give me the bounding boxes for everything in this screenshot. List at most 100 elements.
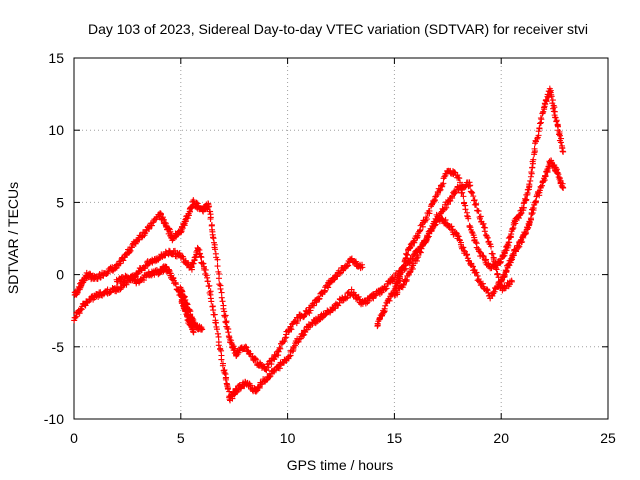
data-point (494, 270, 501, 277)
data-point (529, 164, 536, 171)
data-point (462, 206, 469, 213)
data-point (218, 294, 225, 301)
data-point (352, 259, 359, 266)
data-point (424, 234, 431, 241)
data-point (310, 302, 317, 309)
y-tick-label: 0 (56, 267, 64, 283)
data-point (83, 300, 90, 307)
data-point (456, 175, 463, 182)
y-tick-label: 15 (48, 50, 64, 66)
data-point (148, 222, 155, 229)
data-point (186, 306, 193, 313)
data-point (468, 228, 475, 235)
data-point (536, 125, 543, 132)
data-point (423, 216, 430, 223)
data-point (220, 305, 227, 312)
data-point (491, 258, 498, 265)
data-point (483, 256, 490, 263)
data-point (417, 248, 424, 255)
data-point (214, 256, 221, 263)
data-point (415, 254, 422, 261)
data-point (542, 101, 549, 108)
data-point (508, 278, 515, 285)
data-point (288, 326, 295, 333)
data-point (418, 245, 425, 252)
data-point (542, 173, 549, 180)
data-point (166, 225, 173, 232)
data-point (219, 362, 226, 369)
data-point (477, 213, 484, 220)
data-point (401, 266, 408, 273)
data-point (467, 224, 474, 231)
data-point (197, 250, 204, 257)
grid-lines (74, 58, 608, 419)
data-point (222, 312, 229, 319)
data-point (225, 329, 232, 336)
y-tick-label: -10 (44, 411, 64, 427)
data-point (222, 376, 229, 383)
data-point (252, 357, 259, 364)
y-tick-label: 10 (48, 122, 64, 138)
data-point (216, 281, 223, 288)
data-point (509, 225, 516, 232)
data-point (256, 384, 263, 391)
data-point (123, 281, 130, 288)
data-point (560, 184, 567, 191)
data-point (277, 345, 284, 352)
data-point (514, 242, 521, 249)
data-point (366, 297, 373, 304)
data-point (120, 257, 127, 264)
y-tick-label: 5 (56, 194, 64, 210)
data-point (231, 391, 238, 398)
data-point (243, 344, 250, 351)
data-point (513, 248, 520, 255)
x-tick-label: 20 (493, 430, 509, 446)
data-point (265, 364, 272, 371)
data-point (281, 338, 288, 345)
axis-ticks: 0 5 10 15 20 25 -10 -5 0 5 10 15 (44, 50, 616, 446)
data-point (218, 356, 225, 363)
data-point (307, 307, 314, 314)
x-tick-label: 0 (70, 430, 78, 446)
data-point (431, 196, 438, 203)
data-point (497, 260, 504, 267)
data-point (218, 289, 225, 296)
data-point (219, 298, 226, 305)
data-point (145, 225, 152, 232)
data-point (539, 182, 546, 189)
data-point (436, 187, 443, 194)
data-point (484, 287, 491, 294)
y-tick-label: -5 (52, 339, 65, 355)
data-point (464, 212, 471, 219)
data-point (476, 248, 483, 255)
data-point (496, 281, 503, 288)
data-point (501, 273, 508, 280)
data-point (280, 338, 287, 345)
data-point (204, 278, 211, 285)
data-point (214, 263, 221, 270)
data-point (459, 189, 466, 196)
data-point (467, 182, 474, 189)
data-point (223, 380, 230, 387)
data-point (470, 193, 477, 200)
data-point (259, 380, 266, 387)
data-point (560, 148, 567, 155)
data-point (531, 145, 538, 152)
data-point (359, 264, 366, 271)
data-point (215, 333, 222, 340)
data-point (283, 334, 290, 341)
data-point (492, 265, 499, 272)
data-point (538, 116, 545, 123)
plot-frame (73, 57, 609, 420)
data-point (484, 234, 491, 241)
data-point (222, 318, 229, 325)
data-point (355, 293, 362, 300)
x-tick-label: 25 (600, 430, 616, 446)
data-point (289, 348, 296, 355)
data-point (528, 170, 535, 177)
data-point (449, 195, 456, 202)
data-point (299, 332, 306, 339)
data-point (493, 266, 500, 273)
data-point (381, 305, 388, 312)
data-point (215, 342, 222, 349)
